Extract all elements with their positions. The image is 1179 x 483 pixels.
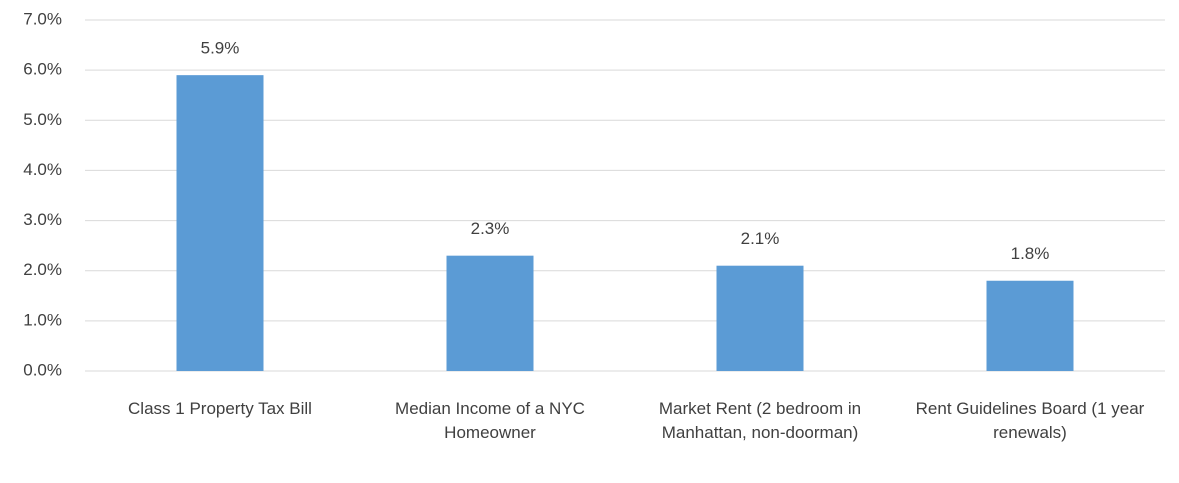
data-label: 2.3%	[471, 219, 510, 238]
x-tick-label: Median Income of a NYC Homeowner	[395, 399, 585, 442]
y-tick-label: 0.0%	[23, 360, 62, 379]
x-tick-label: Rent Guidelines Board (1 year renewals)	[915, 399, 1145, 442]
y-tick-label: 3.0%	[23, 210, 62, 229]
y-tick-label: 1.0%	[23, 310, 62, 329]
bar	[716, 265, 804, 371]
data-label: 1.8%	[1011, 244, 1050, 263]
y-tick-label: 4.0%	[23, 160, 62, 179]
data-label: 5.9%	[201, 39, 240, 58]
bar	[176, 75, 264, 372]
bar	[986, 280, 1074, 371]
x-tick-label: Class 1 Property Tax Bill	[128, 399, 312, 418]
y-tick-label: 5.0%	[23, 110, 62, 129]
y-tick-label: 2.0%	[23, 260, 62, 279]
x-tick-label: Market Rent (2 bedroom in Manhattan, non…	[658, 399, 862, 442]
bar	[446, 255, 534, 371]
data-label: 2.1%	[741, 229, 780, 248]
y-tick-label: 7.0%	[23, 9, 62, 28]
y-tick-label: 6.0%	[23, 60, 62, 79]
